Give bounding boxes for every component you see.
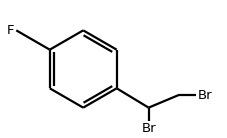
Text: F: F — [7, 24, 14, 37]
Text: Br: Br — [141, 122, 155, 135]
Text: Br: Br — [197, 89, 211, 102]
